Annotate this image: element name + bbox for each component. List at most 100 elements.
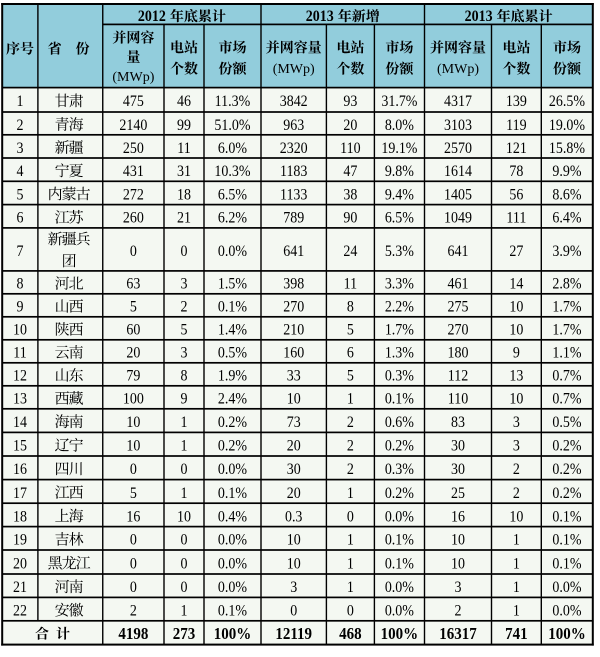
svg-text:(MWp): (MWp) <box>112 70 154 85</box>
svg-text:3: 3 <box>181 276 188 293</box>
svg-text:13: 13 <box>509 368 523 385</box>
svg-text:0.0%: 0.0% <box>218 556 247 573</box>
svg-text:56: 56 <box>509 187 523 204</box>
svg-text:79: 79 <box>126 368 140 385</box>
svg-text:963: 963 <box>283 117 304 134</box>
svg-text:0: 0 <box>130 243 137 260</box>
svg-text:60: 60 <box>126 322 140 339</box>
svg-text:2: 2 <box>513 485 520 502</box>
svg-text:0.7%: 0.7% <box>552 391 581 408</box>
svg-text:8.0%: 8.0% <box>385 117 414 134</box>
svg-text:0: 0 <box>130 532 137 549</box>
svg-text:1.5%: 1.5% <box>218 276 247 293</box>
svg-text:0: 0 <box>181 532 188 549</box>
svg-text:47: 47 <box>343 163 357 180</box>
svg-text:100%: 100% <box>381 625 418 643</box>
svg-text:119: 119 <box>506 117 526 134</box>
svg-text:10: 10 <box>509 391 523 408</box>
svg-text:4317: 4317 <box>444 93 472 110</box>
svg-text:270: 270 <box>283 299 304 316</box>
svg-text:1: 1 <box>17 93 24 110</box>
svg-text:78: 78 <box>509 163 523 180</box>
svg-text:2: 2 <box>347 414 354 431</box>
svg-text:1049: 1049 <box>444 210 472 227</box>
svg-text:6.5%: 6.5% <box>385 210 414 227</box>
svg-text:3: 3 <box>455 579 462 596</box>
svg-text:1: 1 <box>181 438 188 455</box>
svg-text:2: 2 <box>513 461 520 478</box>
svg-text:0: 0 <box>347 509 354 526</box>
svg-text:0: 0 <box>181 243 188 260</box>
svg-text:17: 17 <box>13 485 27 502</box>
svg-text:9.4%: 9.4% <box>385 187 414 204</box>
svg-text:20: 20 <box>13 556 27 573</box>
svg-text:0.3%: 0.3% <box>385 368 414 385</box>
svg-text:0: 0 <box>181 556 188 573</box>
svg-text:27: 27 <box>509 243 523 260</box>
svg-text:10: 10 <box>509 322 523 339</box>
svg-text:468: 468 <box>339 625 361 643</box>
svg-text:1.7%: 1.7% <box>552 322 581 339</box>
svg-text:5: 5 <box>181 322 188 339</box>
svg-text:10.3%: 10.3% <box>214 163 250 180</box>
svg-text:789: 789 <box>283 210 304 227</box>
svg-text:10: 10 <box>177 509 191 526</box>
svg-text:1: 1 <box>181 414 188 431</box>
svg-text:100%: 100% <box>548 625 585 643</box>
svg-text:3103: 3103 <box>444 117 472 134</box>
svg-text:22: 22 <box>13 603 27 620</box>
svg-text:2.8%: 2.8% <box>552 276 581 293</box>
svg-text:2013: 2013 <box>306 8 334 25</box>
svg-text:5: 5 <box>130 299 137 316</box>
svg-text:10: 10 <box>509 299 523 316</box>
svg-text:273: 273 <box>173 625 195 643</box>
svg-text:3: 3 <box>17 140 24 157</box>
svg-text:121: 121 <box>506 140 527 157</box>
svg-text:2: 2 <box>455 603 462 620</box>
svg-text:11.3%: 11.3% <box>215 93 251 110</box>
svg-text:431: 431 <box>123 163 144 180</box>
svg-text:641: 641 <box>448 243 469 260</box>
svg-text:19.1%: 19.1% <box>381 140 417 157</box>
svg-text:30: 30 <box>451 461 465 478</box>
svg-text:20: 20 <box>343 117 357 134</box>
svg-text:0.2%: 0.2% <box>552 438 581 455</box>
svg-text:5: 5 <box>347 368 354 385</box>
svg-text:741: 741 <box>505 625 527 643</box>
svg-text:641: 641 <box>283 243 304 260</box>
svg-text:10: 10 <box>451 532 465 549</box>
svg-text:0: 0 <box>181 579 188 596</box>
svg-text:1: 1 <box>513 532 520 549</box>
svg-text:11: 11 <box>177 140 190 157</box>
svg-text:6: 6 <box>347 345 354 362</box>
svg-text:0.1%: 0.1% <box>218 603 247 620</box>
svg-text:110: 110 <box>448 391 468 408</box>
svg-text:2.4%: 2.4% <box>218 391 247 408</box>
svg-text:0.2%: 0.2% <box>385 438 414 455</box>
svg-text:6.2%: 6.2% <box>218 210 247 227</box>
svg-text:6.5%: 6.5% <box>218 187 247 204</box>
svg-text:20: 20 <box>287 485 301 502</box>
svg-text:10: 10 <box>287 532 301 549</box>
svg-text:5: 5 <box>347 322 354 339</box>
svg-text:1: 1 <box>347 556 354 573</box>
svg-text:16: 16 <box>13 461 27 478</box>
svg-text:2: 2 <box>17 117 24 134</box>
svg-text:0: 0 <box>347 603 354 620</box>
svg-text:0.0%: 0.0% <box>385 603 414 620</box>
svg-text:0: 0 <box>130 579 137 596</box>
svg-text:0.3: 0.3 <box>285 509 302 526</box>
svg-text:1: 1 <box>347 532 354 549</box>
svg-text:0.2%: 0.2% <box>552 485 581 502</box>
svg-text:0.1%: 0.1% <box>552 509 581 526</box>
svg-text:90: 90 <box>343 210 357 227</box>
svg-text:0.0%: 0.0% <box>218 532 247 549</box>
svg-text:93: 93 <box>343 93 357 110</box>
svg-text:0: 0 <box>130 461 137 478</box>
svg-text:1.7%: 1.7% <box>552 299 581 316</box>
svg-text:2320: 2320 <box>280 140 308 157</box>
svg-text:1: 1 <box>347 391 354 408</box>
svg-text:3842: 3842 <box>280 93 308 110</box>
svg-text:0.7%: 0.7% <box>552 368 581 385</box>
svg-text:1183: 1183 <box>280 163 307 180</box>
